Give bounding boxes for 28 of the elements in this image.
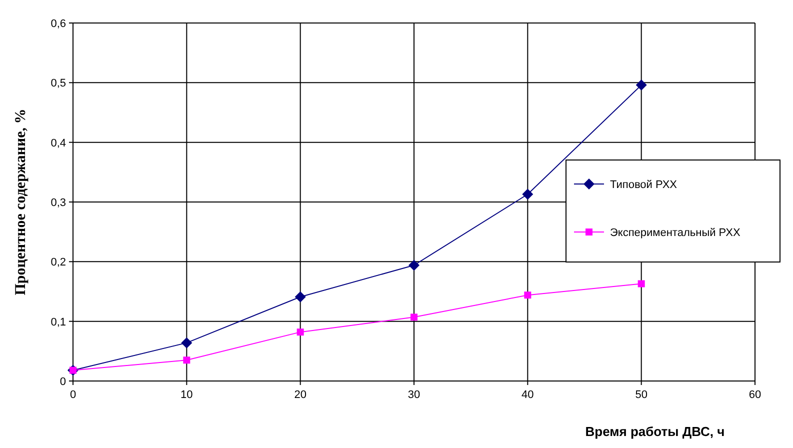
point	[181, 337, 192, 348]
x-axis-title: Время работы ДВС, ч	[585, 424, 725, 439]
point	[524, 292, 532, 299]
y-tick-label: 0,6	[50, 18, 66, 30]
x-tick-label: 0	[70, 389, 76, 401]
point	[294, 291, 306, 302]
x-tick-label: 40	[522, 389, 534, 401]
y-tick-label: 0,1	[50, 316, 66, 328]
point	[410, 314, 418, 321]
y-tick-label: 0,5	[50, 78, 66, 90]
point	[522, 188, 534, 200]
point	[636, 80, 647, 91]
point	[183, 356, 190, 364]
x-tick-label: 20	[294, 389, 306, 401]
y-axis-title: Процентное содержание, %	[13, 108, 29, 296]
point	[408, 260, 420, 271]
y-tick-label: 0,3	[50, 197, 66, 209]
point	[296, 328, 304, 336]
x-tick-label: 30	[408, 389, 420, 401]
point	[638, 280, 645, 288]
y-tick-label: 0,4	[50, 137, 66, 150]
x-tick-label: 10	[180, 389, 193, 401]
legend-label: Экспериментальный РХХ	[610, 227, 741, 239]
y-tick-label: 0	[60, 376, 66, 388]
y-tick-label: 0,2	[50, 256, 66, 269]
x-tick-label: 60	[748, 389, 762, 401]
legend-label: Типовой РХХ	[610, 179, 678, 191]
x-tick-label: 50	[635, 389, 648, 401]
